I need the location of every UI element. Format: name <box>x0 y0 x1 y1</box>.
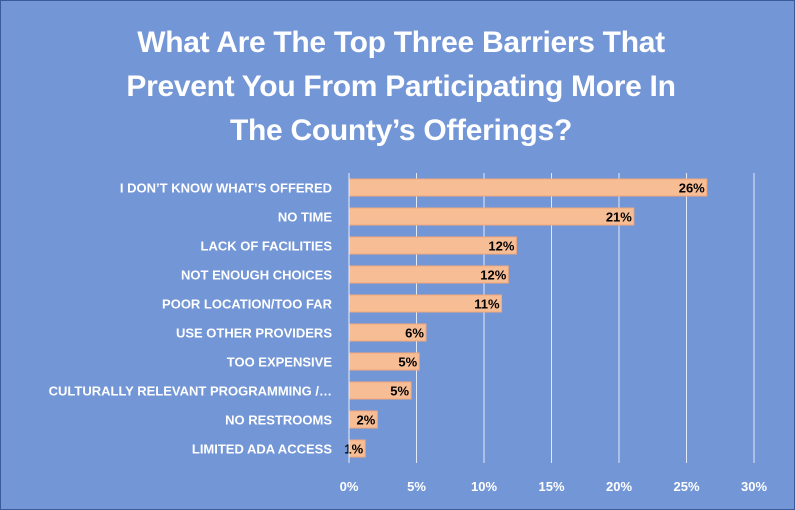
category-label-8: NO RESTROOMS <box>225 413 332 428</box>
bar-1 <box>348 207 635 226</box>
data-label-0: 26% <box>679 181 705 196</box>
data-label-7: 5% <box>390 384 409 399</box>
data-label-5: 6% <box>405 326 424 341</box>
data-label-8: 2% <box>357 413 376 428</box>
data-label-4: 11% <box>474 297 500 312</box>
x-tick-label-5: 25% <box>673 479 699 494</box>
x-tick-label-4: 20% <box>606 479 632 494</box>
x-tick-label-0: 0% <box>340 479 359 494</box>
bar-0 <box>348 178 708 197</box>
category-label-9: LIMITED ADA ACCESS <box>192 442 332 457</box>
data-label-3: 12% <box>480 268 506 283</box>
x-tick-label-6: 30% <box>741 479 767 494</box>
category-label-7: CULTURALLY RELEVANT PROGRAMMING /… <box>49 384 332 399</box>
chart-title-line-2: Prevent You From Participating More In <box>126 70 676 103</box>
data-label-6: 5% <box>398 355 417 370</box>
category-label-3: NOT ENOUGH CHOICES <box>181 268 332 283</box>
x-tick-label-1: 5% <box>407 479 426 494</box>
chart-title: What Are The Top Three Barriers That Pre… <box>61 21 741 153</box>
x-tick-label-2: 10% <box>471 479 497 494</box>
data-label-9: 1% <box>344 442 363 457</box>
x-tick-label-3: 15% <box>538 479 564 494</box>
category-label-5: USE OTHER PROVIDERS <box>176 326 332 341</box>
category-label-6: TOO EXPENSIVE <box>227 355 333 370</box>
category-label-2: LACK OF FACILITIES <box>201 239 333 254</box>
data-label-2: 12% <box>488 239 514 254</box>
data-label-1: 21% <box>606 210 632 225</box>
category-label-4: POOR LOCATION/TOO FAR <box>162 297 333 312</box>
chart-title-line-3: The County’s Offerings? <box>230 114 572 147</box>
chart-title-line-1: What Are The Top Three Barriers That <box>137 26 665 59</box>
category-label-0: I DON’T KNOW WHAT’S OFFERED <box>120 181 332 196</box>
category-label-1: NO TIME <box>278 210 332 225</box>
